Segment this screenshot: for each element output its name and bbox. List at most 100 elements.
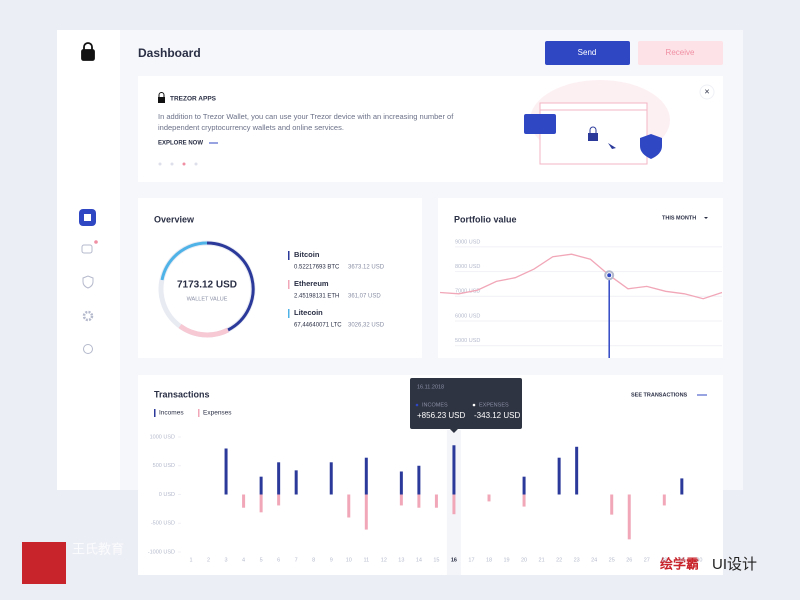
- period-caret: [704, 217, 708, 219]
- send-button[interactable]: [545, 41, 630, 65]
- nav-settings[interactable]: [82, 310, 94, 322]
- explore-link[interactable]: EXPLORE NOW: [158, 141, 203, 147]
- x-tick-label: 18: [486, 557, 492, 563]
- bar: [417, 494, 421, 508]
- tooltip: [410, 378, 522, 429]
- x-tick-label: 11: [363, 557, 369, 563]
- bar: [522, 476, 526, 495]
- bar: [294, 470, 298, 495]
- x-tick-label: 23: [574, 557, 580, 563]
- send-label: Send: [578, 48, 597, 57]
- tooltip-value: +856.23 USD: [417, 411, 465, 420]
- bar: [487, 494, 491, 502]
- close-button[interactable]: [699, 84, 715, 100]
- bar: [417, 465, 421, 495]
- x-tick-label: 25: [609, 557, 615, 563]
- x-tick-label: 15: [433, 557, 439, 563]
- tooltip-dot: [415, 403, 419, 407]
- x-tick-label: 10: [346, 557, 352, 563]
- x-tick-label: 28: [661, 557, 667, 563]
- nav-help[interactable]: [83, 344, 93, 354]
- y-tick-label: 6000 USD: [455, 313, 480, 319]
- legend-swatch: [154, 409, 156, 417]
- asset-amount: 67,44640071 LTC: [294, 323, 342, 329]
- bar: [364, 457, 368, 495]
- legend-label: Incomes: [159, 410, 184, 417]
- banner-icon: [158, 92, 165, 97]
- x-tick-label: 14: [416, 557, 422, 563]
- page-title: Dashboard: [138, 46, 201, 60]
- x-tick-label: 22: [556, 557, 562, 563]
- asset-marker: [288, 251, 290, 260]
- nav-messages[interactable]: [81, 244, 93, 254]
- watermark-text: UI设计: [712, 556, 757, 573]
- y-tick-label: 1000 USD: [150, 434, 175, 440]
- portfolio-line: [439, 253, 723, 300]
- watermark-logo: [22, 542, 66, 584]
- asset-amount: 2.45198131 ETH: [294, 294, 339, 300]
- y-tick-label: -500 USD: [151, 521, 175, 527]
- banner-illustration: [524, 80, 670, 165]
- bar: [347, 494, 351, 518]
- banner-icon-body: [158, 97, 165, 103]
- x-tick-label: 9: [330, 557, 333, 563]
- overview-title: Overview: [154, 214, 195, 224]
- x-tick-label: 6: [277, 557, 280, 563]
- tooltip-label: EXPENSES: [479, 402, 509, 408]
- bar: [680, 478, 684, 495]
- y-tick-label: 8000 USD: [455, 264, 480, 270]
- bar: [224, 448, 228, 495]
- asset-value: 361,07 USD: [348, 294, 381, 300]
- asset-amount: 0.52217693 BTC: [294, 265, 340, 271]
- tooltip-pointer: [449, 429, 458, 433]
- asset-name: Litecoin: [294, 308, 323, 317]
- watermark-text: 王氏教育: [72, 541, 124, 556]
- x-tick-label: 2: [207, 557, 210, 563]
- bar: [575, 446, 579, 495]
- bar: [259, 494, 263, 513]
- bar: [434, 494, 438, 508]
- asset-value: 3026,32 USD: [348, 323, 385, 329]
- carousel-dots: [158, 162, 198, 166]
- bar: [399, 471, 403, 495]
- x-tick-label: 12: [381, 557, 387, 563]
- wallet-donut: [158, 240, 256, 338]
- tooltip-date: 16.11.2018: [417, 384, 444, 390]
- x-tick-label: 7: [295, 557, 298, 563]
- x-tick-label: 19: [503, 557, 509, 563]
- asset-value: 3673.12 USD: [348, 265, 385, 271]
- x-tick-label: 24: [591, 557, 597, 563]
- x-tick-label: 30: [696, 557, 702, 563]
- bar: [452, 494, 456, 515]
- x-tick-label: 21: [539, 557, 545, 563]
- portfolio-card: [438, 198, 723, 358]
- bar: [627, 494, 631, 540]
- nav-security[interactable]: [82, 275, 94, 289]
- x-tick-label: 8: [312, 557, 315, 563]
- portfolio-title: Portfolio value: [454, 214, 517, 224]
- sidebar: [57, 30, 120, 490]
- x-tick-label: 13: [398, 557, 404, 563]
- x-tick-label: 5: [260, 557, 263, 563]
- x-tick-label: 1: [189, 557, 192, 563]
- receive-label: Receive: [666, 48, 695, 57]
- nav-badge: [94, 240, 98, 244]
- period-select[interactable]: THIS MONTH: [662, 215, 696, 221]
- bar: [277, 462, 281, 495]
- bar: [329, 462, 333, 495]
- bar: [364, 494, 368, 530]
- x-tick-label: 26: [626, 557, 632, 563]
- y-tick-label: 5000 USD: [455, 338, 480, 344]
- transactions-title: Transactions: [154, 389, 210, 399]
- tooltip-label: INCOMES: [422, 402, 448, 408]
- receive-button[interactable]: [638, 41, 723, 65]
- bar: [399, 494, 403, 506]
- wallet-total-label: WALLET VALUE: [187, 296, 228, 302]
- logo: [81, 42, 95, 61]
- bar: [522, 494, 526, 507]
- bar: [242, 494, 246, 508]
- legend-label: Expenses: [203, 410, 232, 417]
- see-transactions-link[interactable]: SEE TRANSACTIONS: [631, 392, 688, 398]
- y-tick-label: -1000 USD: [148, 549, 175, 555]
